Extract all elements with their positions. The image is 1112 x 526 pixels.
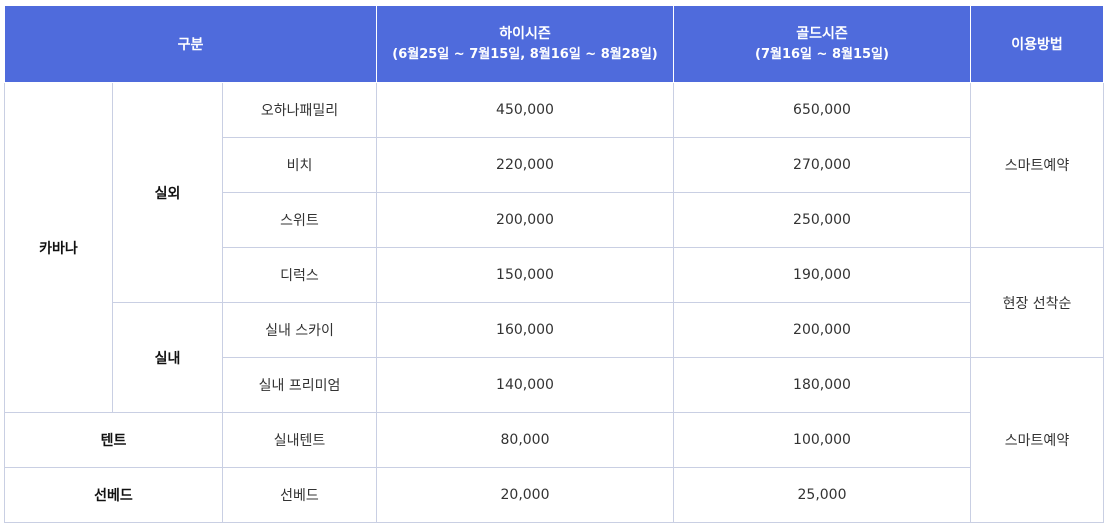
item-type: 비치 (222, 137, 377, 193)
high-season-price: 80,000 (376, 412, 674, 468)
header-gold-season: 골드시즌 (7월16일 ~ 8월15일) (673, 5, 971, 83)
high-season-price: 20,000 (376, 467, 674, 523)
item-type: 실내텐트 (222, 412, 377, 468)
high-season-price: 220,000 (376, 137, 674, 193)
price-table: 구분 하이시즌 (6월25일 ~ 7월15일, 8월16일 ~ 8월28일) 골… (4, 5, 1104, 523)
gold-season-price: 200,000 (673, 302, 971, 358)
gold-season-price: 650,000 (673, 82, 971, 138)
item-type: 스위트 (222, 192, 377, 248)
group-tent: 텐트 (4, 412, 223, 468)
gold-season-price: 180,000 (673, 357, 971, 413)
high-season-name: 하이시즌 (499, 25, 551, 42)
usage-smart-reservation-2: 스마트예약 (970, 357, 1104, 523)
item-type: 디럭스 (222, 247, 377, 303)
table-row: 실내 프리미엄 140,000 180,000 스마트예약 (5, 357, 1104, 523)
gold-season-price: 270,000 (673, 137, 971, 193)
table-row: 카바나 실외 오하나패밀리 450,000 650,000 스마트예약 (4, 82, 1104, 413)
gold-season-range: (7월16일 ~ 8월15일) (755, 46, 889, 62)
table-row: 스위트 200,000 250,000 (5, 192, 1104, 248)
table-row: 실내 실내 스카이 160,000 200,000 (5, 302, 1104, 413)
gold-season-price: 100,000 (673, 412, 971, 468)
gold-season-price: 250,000 (673, 192, 971, 248)
high-season-price: 450,000 (376, 82, 674, 138)
high-season-price: 140,000 (376, 357, 674, 413)
header-category: 구분 (4, 5, 377, 83)
header-high-season: 하이시즌 (6월25일 ~ 7월15일, 8월16일 ~ 8월28일) (376, 5, 674, 83)
group-sunbed: 선베드 (4, 467, 223, 523)
high-season-price: 160,000 (376, 302, 674, 358)
usage-onsite-first-come: 현장 선착순 (970, 247, 1104, 358)
gold-season-name: 골드시즌 (796, 25, 848, 42)
table-row: 선베드 선베드 20,000 25,000 (4, 467, 1104, 523)
group-cabana: 카바나 (4, 82, 113, 413)
item-type: 실내 스카이 (222, 302, 377, 358)
usage-smart-reservation: 스마트예약 (970, 82, 1104, 248)
item-type: 선베드 (222, 467, 377, 523)
subgroup-indoor: 실내 (112, 302, 223, 413)
item-type: 오하나패밀리 (222, 82, 377, 138)
gold-season-price: 190,000 (673, 247, 971, 303)
gold-season-price: 25,000 (673, 467, 971, 523)
subgroup-outdoor: 실외 (112, 82, 223, 303)
high-season-price: 200,000 (376, 192, 674, 248)
high-season-price: 150,000 (376, 247, 674, 303)
high-season-range: (6월25일 ~ 7월15일, 8월16일 ~ 8월28일) (392, 46, 658, 62)
item-type: 실내 프리미엄 (222, 357, 377, 413)
table-row: 텐트 실내텐트 80,000 100,000 (4, 412, 1104, 468)
table-row: 비치 220,000 270,000 (5, 137, 1104, 193)
header-row: 구분 하이시즌 (6월25일 ~ 7월15일, 8월16일 ~ 8월28일) 골… (4, 5, 1104, 83)
table-row: 디럭스 150,000 190,000 현장 선착순 (5, 247, 1104, 358)
header-usage: 이용방법 (970, 5, 1104, 83)
